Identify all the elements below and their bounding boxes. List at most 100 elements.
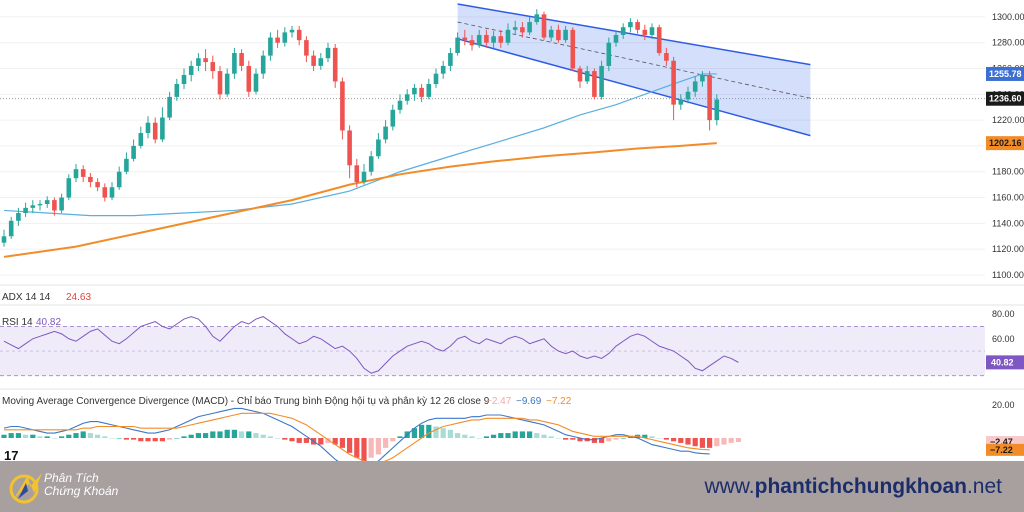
candle-body	[304, 40, 309, 56]
candle-body	[664, 53, 669, 61]
macd-histogram-bar	[131, 438, 137, 440]
candle-body	[368, 156, 374, 172]
candle-body	[412, 87, 417, 95]
candle-body	[260, 55, 266, 74]
candle-body	[311, 55, 316, 66]
macd-histogram-bar	[570, 438, 576, 440]
macd-signal-line	[4, 412, 710, 461]
macd-histogram-bar	[440, 428, 446, 438]
macd-histogram-bar	[260, 434, 266, 438]
macd-histogram-bar	[469, 436, 475, 438]
candle-body	[102, 187, 108, 198]
macd-histogram-bar	[375, 438, 381, 455]
rsi-label: RSI 14	[2, 317, 33, 328]
candle-body	[232, 53, 237, 74]
macd-histogram-bar	[663, 438, 669, 440]
candle-body	[52, 200, 57, 211]
macd-histogram-bar	[188, 434, 194, 438]
candle-body	[347, 130, 352, 166]
macd-histogram-bar	[87, 433, 93, 438]
macd-histogram-bar	[152, 438, 158, 442]
candle-body	[16, 213, 21, 221]
macd-histogram-bar	[721, 438, 727, 445]
macd-histogram-bar	[419, 424, 425, 438]
macd-histogram-bar	[714, 438, 720, 447]
macd-histogram-bar	[390, 438, 396, 442]
candle-body	[462, 37, 468, 41]
adx-legend: ADX 14 14 24.63	[2, 292, 91, 303]
ma-blue-line	[3, 73, 717, 217]
candlesticks	[1, 9, 720, 247]
candle-body	[527, 22, 532, 33]
candle-body	[37, 204, 43, 206]
candle-body	[340, 81, 345, 131]
url-suffix: .net	[966, 475, 1002, 498]
site-url[interactable]: www.phantichchungkhoan.net	[704, 475, 1002, 499]
macd-label: Moving Average Convergence Divergence (M…	[2, 395, 490, 407]
macd-histogram-bar	[433, 426, 439, 438]
macd-histogram-bar	[656, 438, 662, 439]
macd-value-tag-label: −2.47	[990, 437, 1013, 447]
macd-histogram-bar	[620, 438, 626, 439]
macd-histogram-bar	[267, 436, 273, 438]
candle-body	[433, 73, 439, 84]
candle-body	[628, 22, 633, 28]
macd-histogram-bar	[426, 424, 432, 438]
candle-body	[671, 60, 676, 105]
macd-histogram-bar	[210, 431, 216, 438]
macd-histogram-bar	[167, 438, 173, 440]
candle-body	[476, 34, 482, 46]
macd-hist-value: −2.47	[486, 396, 512, 407]
candle-body	[577, 68, 583, 82]
candle-body	[332, 47, 338, 82]
macd-histogram-bar	[397, 436, 403, 438]
macd-histogram-bar	[577, 438, 583, 442]
price-tag-label: 1255.78	[989, 69, 1022, 79]
price-tag-label: 1236.60	[989, 94, 1022, 104]
candle-body	[620, 27, 626, 35]
macd-histogram-bar	[239, 431, 245, 438]
macd-histogram-bar	[642, 434, 648, 438]
candle-body	[239, 53, 244, 66]
rsi-value-tag	[986, 355, 1024, 370]
price-grid	[0, 16, 985, 276]
candle-body	[692, 81, 698, 92]
candle-body	[541, 14, 547, 38]
candle-body	[520, 27, 525, 33]
ma-orange-line	[3, 142, 717, 258]
macd-histogram-bar	[80, 431, 86, 438]
macd-histogram-bar	[354, 438, 360, 458]
macd-value-tag	[986, 443, 1024, 456]
macd-histogram-bar	[217, 431, 223, 438]
candle-body	[289, 29, 295, 33]
candle-body	[224, 73, 230, 95]
candle-body	[642, 29, 648, 35]
macd-histogram-bar	[483, 436, 489, 438]
price-tag-label: 1202.16	[989, 138, 1022, 148]
url-main: phantichchungkhoan	[754, 475, 967, 498]
candle-body	[534, 14, 540, 23]
candle-body	[59, 197, 64, 211]
macd-histogram-bar	[195, 433, 201, 438]
macd-histogram-bar	[325, 438, 331, 443]
macd-histogram-bar	[51, 438, 57, 439]
footer-banner: Phân Tích Chứng Khoán www.phantichchungk…	[0, 461, 1024, 512]
macd-histogram-bar	[15, 433, 21, 438]
candle-body	[210, 62, 216, 72]
brand-logo-icon	[9, 473, 42, 504]
macd-histogram-bar	[455, 433, 461, 438]
macd-line-value: −9.69	[516, 396, 542, 407]
candle-body	[440, 65, 446, 74]
macd-histogram-bar	[253, 433, 259, 438]
candle-body	[160, 117, 165, 140]
macd-histogram-bar	[116, 438, 122, 439]
macd-histogram-bar	[519, 431, 525, 438]
candle-body	[570, 29, 576, 69]
macd-histogram-bar	[282, 438, 288, 440]
candle-body	[678, 99, 684, 105]
candle-body	[80, 169, 86, 177]
macd-histogram-bar	[591, 438, 597, 443]
candle-body	[376, 139, 381, 157]
macd-histogram-bar	[181, 436, 187, 438]
candle-body	[325, 47, 331, 59]
